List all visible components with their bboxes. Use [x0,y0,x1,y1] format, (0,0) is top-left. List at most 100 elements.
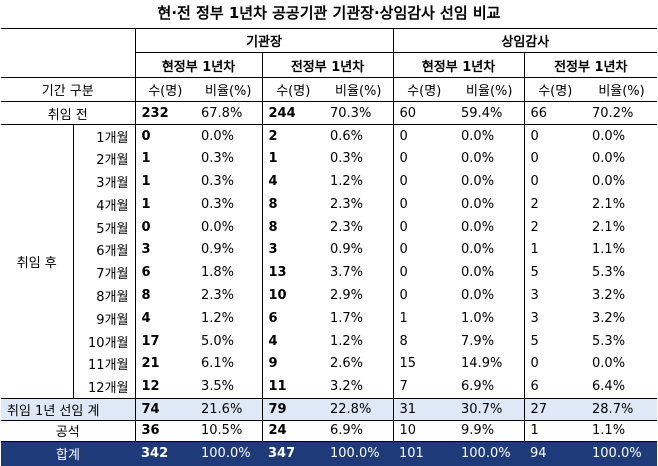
cell: 9.9% [455,420,525,442]
cell: 11 [261,375,324,399]
cell: 94 [524,441,587,466]
cell: 0 [399,151,408,167]
month-label: 3개월 [73,170,136,193]
col-count: 수(명) [135,77,195,102]
cell: 0.3% [324,147,394,171]
col-count: 수(명) [523,77,587,102]
table-row-month: 10개월 17 5.0% 4 1.2% 8 7.9% 5 5.3% [1,329,657,353]
cell: 27 [523,397,587,421]
cell: 8 [261,192,324,216]
cell: 60 [393,101,456,125]
cell: 101 [393,441,456,466]
col-ratio: 비율(%) [195,77,262,102]
cell: 0.0% [592,173,626,189]
cell: 6 [523,375,587,399]
cell: 22.8% [324,397,394,421]
table-row-month: 8개월 8 2.3% 10 2.9% 0 0.0% 3 3.2% [1,284,657,307]
table-row-first-year: 취임 1년 선임 계 74 21.6% 79 22.8% 31 30.7% 27… [1,397,658,421]
cell: 1.8% [201,265,235,281]
cell: 0 [523,170,587,193]
cell: 13 [261,261,324,285]
table-row-month: 3개월 1 0.3% 4 1.2% 0 0.0% 0 0.0% [1,170,657,193]
cell: 2.9% [324,284,394,307]
cell: 0 [523,147,587,171]
cell: 0 [399,287,408,303]
month-label: 8개월 [73,284,136,307]
cell: 1 [399,310,408,326]
cell: 70.2% [586,101,658,125]
cell: 79 [261,397,324,421]
cell: 3 [523,284,587,307]
cell: 1 [523,420,587,442]
cell: 0.0% [461,265,495,281]
month-label: 6개월 [73,238,136,262]
table-row-month: 9개월 4 1.2% 6 1.7% 1 1.0% 3 3.2% [1,306,657,330]
cell: 1 [141,151,151,167]
row-group-label-after: 취임 후 [1,124,74,399]
cell: 36 [135,420,195,442]
cell: 0.3% [201,173,235,189]
month-label: 7개월 [73,261,136,285]
cell: 3 [141,242,151,258]
cell: 0.0% [461,173,495,189]
cell: 100.0% [324,441,394,466]
cell: 67.8% [195,101,262,125]
cell: 1.7% [324,306,394,330]
month-label: 10개월 [73,329,136,353]
cell: 0.0% [461,128,495,144]
cell: 347 [262,441,324,466]
cell: 5.0% [201,333,235,349]
cell: 70.3% [324,101,394,125]
table-row-month: 2개월 1 0.3% 1 0.3% 0 0.0% 0 0.0% [1,147,657,171]
table-row-month: 4개월 1 0.3% 8 2.3% 0 0.0% 2 2.1% [1,192,657,216]
month-rows: 취임 후 1개월 0 0.0% 2 0.6% 0 0.0% 0 0.0% 2개월 1 0.3% 1 0.3%… [1,124,657,399]
cell: 1.2% [324,170,394,193]
cell: 1.2% [324,329,394,353]
cell: 28.7% [586,397,658,421]
subheader-current-ceo: 현정부 1년차 [135,52,262,78]
group-header-auditor: 상임감사 [393,28,658,53]
cell: 0.0% [461,151,495,167]
cell: 5 [523,261,587,285]
col-ratio: 비율(%) [455,77,525,102]
cell: 7 [399,378,408,394]
period-label: 기간 구분 [1,77,136,102]
cell: 15 [399,356,417,372]
cell: 0.0% [592,128,626,144]
cell: 0 [141,219,151,235]
cell: 2.3% [324,192,394,216]
empty-corner-2 [1,52,136,78]
cell: 0 [523,352,587,376]
cell: 1 [141,173,151,189]
cell: 6 [261,306,324,330]
cell: 0 [399,196,408,212]
cell: 1.1% [586,420,658,442]
table-row-month: 6개월 3 0.9% 3 0.9% 0 0.0% 1 1.1% [1,238,657,262]
table-row-month: 12개월 12 3.5% 11 3.2% 7 6.9% 6 6.4% [1,375,657,399]
cell: 0.9% [324,238,394,262]
table-title: 현·전 정부 1년차 공공기관 기관장·상임감사 선임 비교 [157,4,501,22]
cell: 0 [399,219,408,235]
empty-corner [1,28,136,53]
cell: 0.0% [461,287,495,303]
cell: 2 [261,124,324,148]
col-ratio: 비율(%) [586,77,658,102]
cell: 0 [399,173,408,189]
cell: 0 [399,128,408,144]
cell: 0.6% [324,124,394,148]
row-label-vacant: 공석 [1,420,136,442]
cell: 10.5% [195,420,262,442]
cell: 3.5% [201,378,235,394]
cell: 8 [141,287,151,303]
cell: 6 [141,265,151,281]
cell: 3.2% [592,310,626,326]
cell: 232 [135,101,195,125]
cell: 1.0% [461,310,495,326]
month-label: 11개월 [73,352,136,376]
cell: 100.0% [455,441,525,466]
row-label-first-year: 취임 1년 선임 계 [1,397,136,421]
cell: 1.2% [201,310,235,326]
cell: 30.7% [455,397,525,421]
cell: 9 [261,352,324,376]
cell: 2.1% [592,196,626,212]
